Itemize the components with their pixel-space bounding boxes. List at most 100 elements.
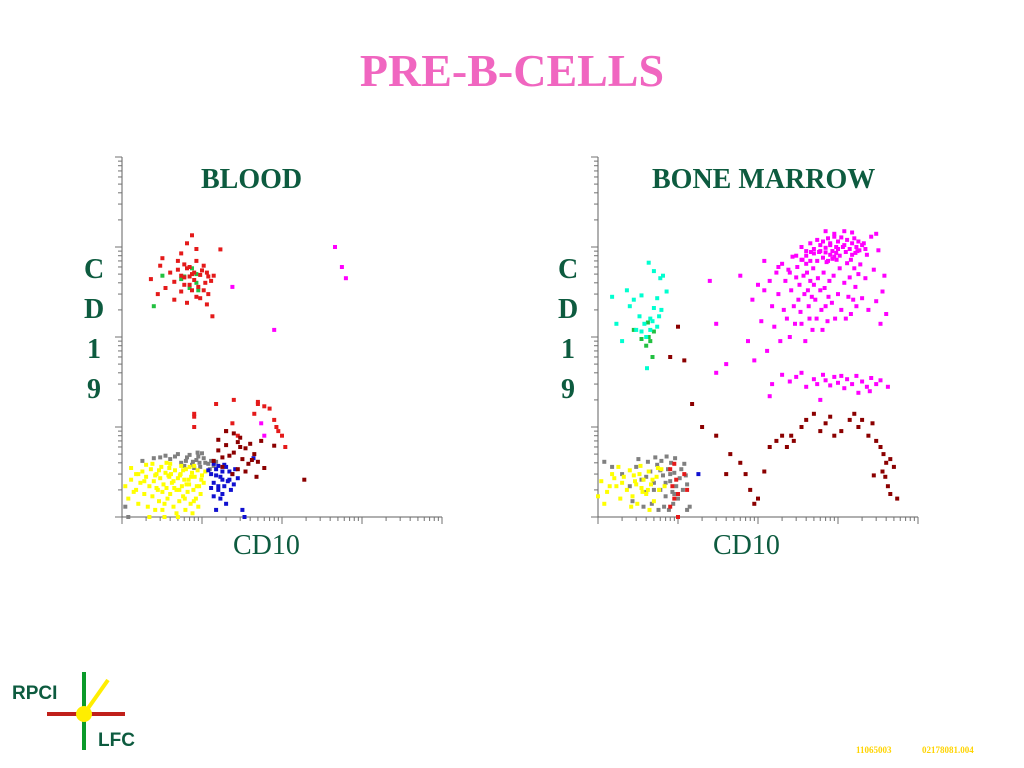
bone-marrow-magenta-point xyxy=(818,288,823,293)
bone-marrow-darkred-point xyxy=(884,460,889,465)
blood-blue-point xyxy=(211,461,216,466)
blood-blue-point xyxy=(216,463,221,468)
blood-magenta-point xyxy=(339,265,344,269)
blood-green-point xyxy=(151,304,156,309)
bone-marrow-yellow-point xyxy=(651,499,656,504)
bone-marrow-gray-point xyxy=(634,464,639,469)
blood-darkred-point xyxy=(240,457,245,462)
blood-green-point xyxy=(160,273,165,278)
blood-darkred-point xyxy=(255,459,260,464)
blood-yellow-point xyxy=(186,477,191,482)
blood-red-point xyxy=(190,272,194,277)
bone-marrow-darkred-point xyxy=(804,417,809,422)
bone-marrow-gray-point xyxy=(669,460,674,465)
blood-yellow-point xyxy=(153,507,158,512)
blood-red-point xyxy=(175,267,180,272)
blood-yellow-point xyxy=(191,487,196,492)
blood-blue-point xyxy=(214,467,219,472)
bone-marrow-yellow-point xyxy=(627,468,632,473)
blood-blue-point xyxy=(206,468,211,473)
bone-marrow-yellow-point xyxy=(631,473,636,478)
bone-marrow-magenta-point xyxy=(839,307,844,312)
bone-marrow-magenta-point xyxy=(714,370,719,375)
bone-marrow-cyan-point xyxy=(661,273,665,278)
blood-red-point xyxy=(262,404,267,409)
logo-yellow-dot xyxy=(76,706,92,722)
blood-yellow-point xyxy=(142,492,147,496)
blood-gray-point xyxy=(200,451,204,456)
bone-marrow-cyan-point xyxy=(634,327,639,332)
bone-marrow-cyan-point xyxy=(645,366,649,371)
bone-marrow-magenta-point xyxy=(819,307,824,312)
blood-yellow-point xyxy=(151,479,156,484)
bone-marrow-magenta-point xyxy=(815,276,820,281)
blood-red-point xyxy=(179,289,184,294)
bone-marrow-gray-point xyxy=(682,461,687,466)
bone-marrow-darkred-point xyxy=(752,501,757,506)
blood-yellow-point xyxy=(179,463,184,468)
bone-marrow-magenta-point xyxy=(790,254,795,259)
bone-marrow-cyan-point xyxy=(646,260,651,265)
bone-marrow-magenta-point xyxy=(846,294,851,299)
blood-red-point xyxy=(200,268,204,273)
blood-red-point xyxy=(206,292,211,297)
blood-yellow-point xyxy=(164,460,169,465)
bone-marrow-magenta-point xyxy=(796,297,801,302)
bone-marrow-gray-point xyxy=(641,504,646,509)
bone-marrow-magenta-point xyxy=(808,278,813,283)
blood-yellow-point xyxy=(134,472,139,477)
bone-marrow-magenta-point xyxy=(776,292,781,297)
blood-red-point xyxy=(214,402,219,406)
bone-marrow-magenta-point xyxy=(860,296,865,301)
bone-marrow-cyan-point xyxy=(648,316,653,321)
blood-gray-point xyxy=(190,459,195,464)
bone-marrow-yellow-point xyxy=(649,482,653,487)
bone-marrow-darkred-point xyxy=(728,452,733,457)
blood-blue-point xyxy=(225,479,230,484)
blood-yellow-point xyxy=(189,474,194,479)
bone-marrow-yellow-point xyxy=(621,474,626,479)
blood-red-point xyxy=(198,272,203,277)
bone-marrow-darkred-point xyxy=(828,414,833,419)
bone-marrow-cyan-point xyxy=(614,321,619,326)
bone-marrow-magenta-point xyxy=(836,247,840,251)
blood-gray-point xyxy=(187,452,192,457)
blood-red-point xyxy=(194,247,199,251)
bone-marrow-darkred-point xyxy=(860,417,865,422)
bone-marrow-magenta-point xyxy=(825,319,830,324)
bone-marrow-magenta-point xyxy=(821,270,826,275)
bone-marrow-darkred-point xyxy=(700,425,705,429)
blood-yellow-point xyxy=(167,466,172,470)
bone-marrow-darkred-point xyxy=(682,358,687,363)
bone-marrow-ylabel-char-1: C xyxy=(558,254,579,285)
bone-marrow-magenta-point xyxy=(724,362,729,367)
bone-marrow-yellow-point xyxy=(630,494,635,499)
blood-yellow-point xyxy=(179,484,184,489)
bone-marrow-magenta-point xyxy=(876,248,881,253)
bone-marrow-darkred-point xyxy=(880,469,885,474)
bone-marrow-magenta-point xyxy=(780,261,785,266)
blood-blue-point xyxy=(222,462,227,467)
bone-marrow-magenta-point xyxy=(850,252,855,257)
bone-marrow-magenta-point xyxy=(787,270,792,275)
blood-gray-point xyxy=(158,455,163,460)
bone-marrow-magenta-point xyxy=(834,250,839,255)
blood-yellow-point xyxy=(136,501,141,506)
bone-marrow-magenta-point xyxy=(813,297,818,302)
bone-marrow-magenta-point xyxy=(815,382,820,387)
bone-marrow-magenta-point xyxy=(759,319,764,324)
blood-yellow-point xyxy=(158,476,163,481)
bone-marrow-magenta-point xyxy=(787,379,792,384)
blood-ylabel-char-2: D xyxy=(84,294,105,325)
bone-marrow-darkred-point xyxy=(774,438,779,443)
bone-marrow-darkred-point xyxy=(891,464,896,469)
bone-marrow-magenta-point xyxy=(864,384,869,389)
blood-gray-point xyxy=(183,458,188,463)
blood-yellow-point xyxy=(126,496,131,501)
bone-marrow-cyan-point xyxy=(620,339,625,344)
bone-marrow-cyan-point xyxy=(650,319,655,324)
blood-red-point xyxy=(194,258,199,263)
bone-marrow-magenta-point xyxy=(780,372,785,377)
blood-yellow-point xyxy=(131,489,136,494)
blood-red-point xyxy=(158,263,163,268)
